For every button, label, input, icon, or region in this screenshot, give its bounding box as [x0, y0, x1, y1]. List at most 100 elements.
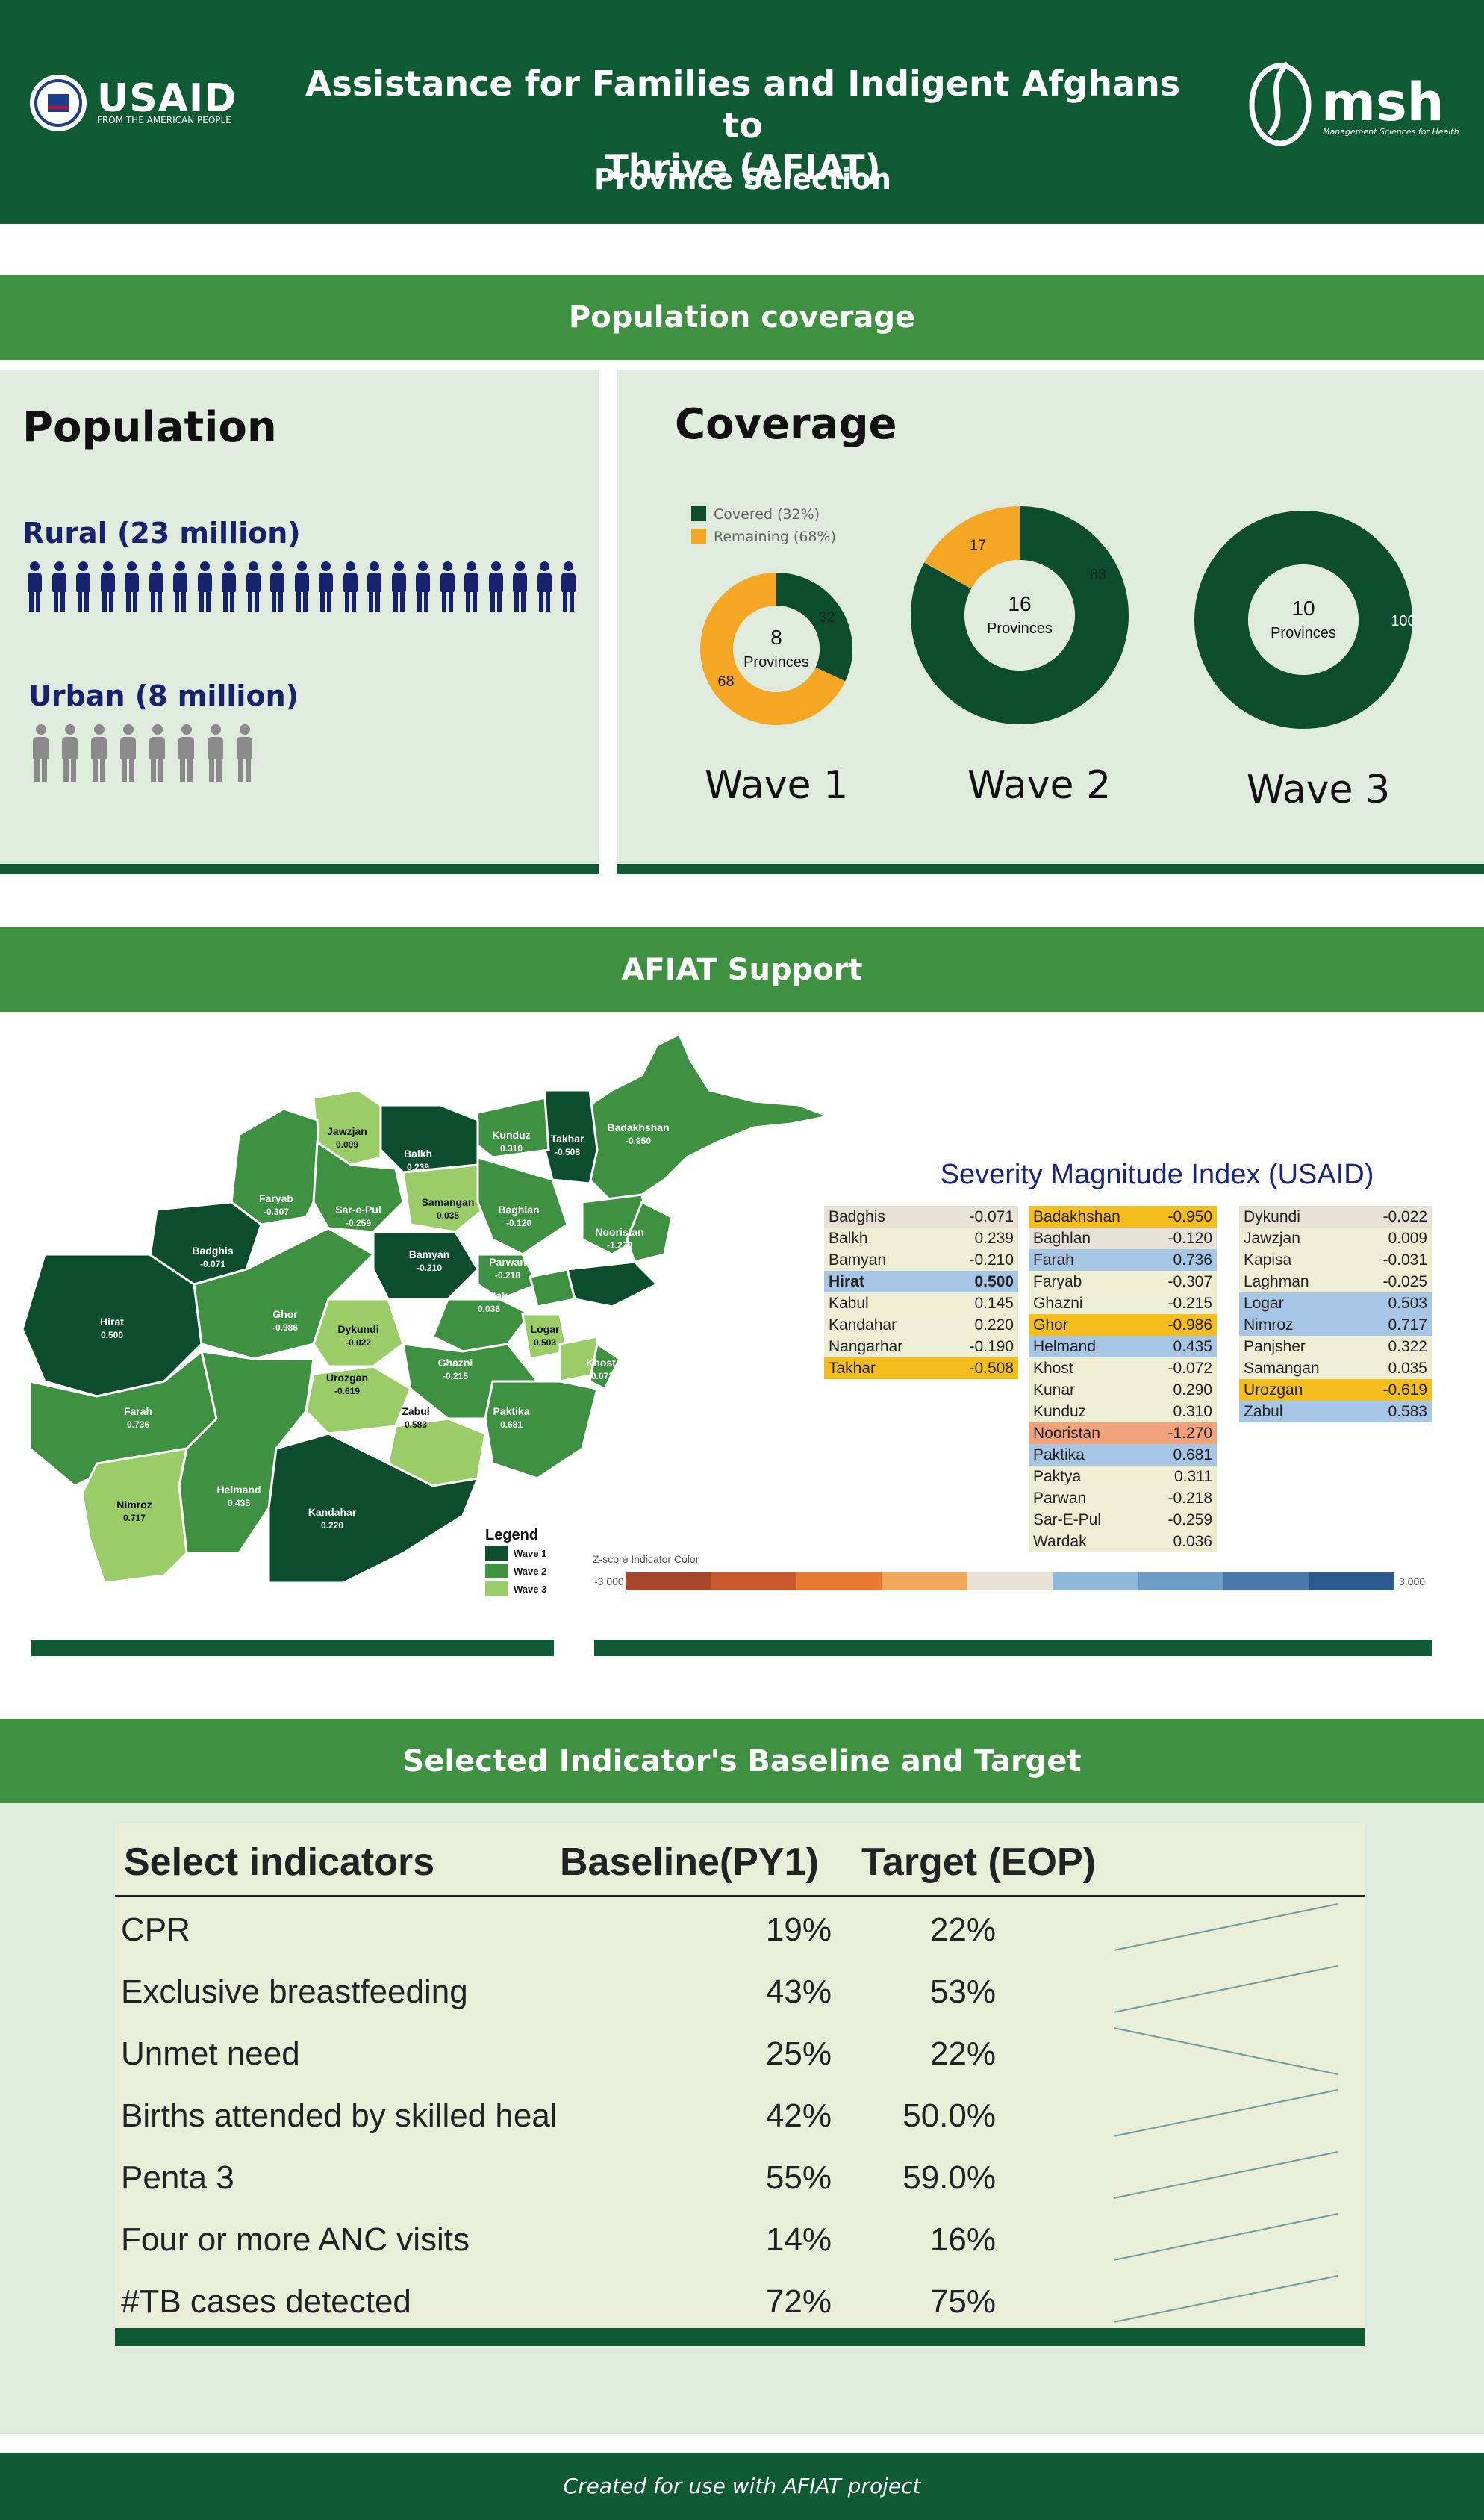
person-icon — [122, 561, 140, 612]
severity-value: -0.218 — [1167, 1490, 1212, 1507]
severity-value: -0.210 — [969, 1251, 1014, 1269]
severity-province: Paktya — [1033, 1468, 1082, 1485]
map-province-value: -0.259 — [346, 1218, 371, 1228]
severity-value: -0.215 — [1167, 1295, 1212, 1312]
map-province-value: -0.986 — [272, 1322, 298, 1333]
severity-province: Kandahar — [829, 1316, 897, 1334]
map-province-name: Wardak — [470, 1289, 508, 1301]
person-icon — [559, 561, 577, 612]
map-province-name: Kunduz — [492, 1129, 530, 1141]
indicator-row: CPR 19% 22% — [115, 1898, 1365, 1960]
province-badakhshan — [581, 1032, 833, 1204]
severity-value: 0.503 — [1388, 1295, 1427, 1312]
map-province-name: Samangan — [422, 1196, 475, 1208]
severity-province: Nooristan — [1033, 1425, 1100, 1442]
coverage-legend: Covered (32%) Remaining (68%) — [691, 503, 836, 548]
severity-province: Urozgan — [1244, 1381, 1303, 1399]
map-province-name: Urozgan — [326, 1372, 368, 1384]
map-province-name: Ghor — [272, 1308, 298, 1320]
person-icon — [74, 561, 92, 612]
usaid-wordmark: USAID — [97, 76, 237, 121]
severity-row: Badakhshan -0.950 — [1029, 1206, 1217, 1228]
province-kabul — [529, 1268, 576, 1308]
population-panel — [0, 370, 599, 874]
severity-row: Jawzjan 0.009 — [1239, 1228, 1432, 1249]
map-province-value: 0.736 — [127, 1419, 149, 1430]
severity-row: Baghlan -0.120 — [1029, 1228, 1217, 1249]
severity-value: 0.036 — [1173, 1533, 1212, 1550]
donut2-hole — [964, 560, 1075, 671]
indicator-baseline: 72% — [765, 2283, 832, 2320]
map-province-value: 0.310 — [500, 1143, 523, 1154]
indicator-trend-line — [1114, 2275, 1338, 2323]
indicator-sparkline — [1114, 1965, 1338, 2013]
severity-province: Kapisa — [1244, 1251, 1292, 1269]
page-subtitle: Province Selection — [594, 163, 891, 196]
page-title-line1: Assistance for Families and Indigent Afg… — [305, 63, 1181, 146]
indicator-trend-line — [1114, 2027, 1338, 2075]
map-province-name: Paktika — [493, 1405, 529, 1417]
person-icon — [293, 561, 311, 612]
map-legend-wave2: Wave 2 — [514, 1566, 546, 1577]
map-province-name: Faryab — [259, 1192, 293, 1204]
map-province-value: -0.071 — [200, 1259, 225, 1269]
usaid-logo: USAID FROM THE AMERICAN PEOPLE — [28, 69, 252, 136]
severity-row: Hirat 0.500 — [824, 1271, 1018, 1292]
severity-value: -0.986 — [1167, 1316, 1212, 1334]
severity-province: Paktika — [1033, 1446, 1085, 1463]
severity-province: Badghis — [829, 1208, 885, 1225]
coverage-title: Coverage — [675, 400, 897, 449]
urban-label: Urban (8 million) — [28, 679, 299, 712]
severity-row: Nooristan -1.270 — [1029, 1422, 1217, 1444]
map-province-name: Takhar — [551, 1133, 584, 1145]
severity-province: Kunar — [1033, 1381, 1076, 1399]
person-icon — [59, 724, 80, 783]
severity-row: Urozgan -0.619 — [1239, 1379, 1432, 1401]
indicator-trend-line — [1114, 2213, 1338, 2261]
severity-column-1: Badghis -0.071 Balkh 0.239 Bamyan -0.210 Hirat… — [824, 1206, 1018, 1379]
map-province-name: Khost — [586, 1357, 616, 1369]
severity-row: Wardak 0.036 — [1029, 1531, 1217, 1552]
severity-row: Logar 0.503 — [1239, 1292, 1432, 1314]
afghanistan-province-map: Jawzjan 0.009 Balkh 0.239 Kunduz 0.310 Takhar -… — [21, 1032, 833, 1596]
person-icon — [234, 724, 255, 783]
indicators-header-rule — [115, 1895, 1365, 1897]
severity-row: Kunduz 0.310 — [1029, 1401, 1217, 1422]
severity-value: 0.736 — [1173, 1251, 1212, 1269]
severity-value: -0.307 — [1167, 1273, 1212, 1290]
donut1-center-value: 8 — [770, 626, 782, 649]
severity-province: Bamyan — [829, 1251, 887, 1269]
indicator-row: Four or more ANC visits 14% 16% — [115, 2208, 1365, 2270]
map-province-name: Balkh — [404, 1148, 432, 1160]
map-province-value: 0.503 — [534, 1337, 556, 1348]
person-icon — [438, 561, 456, 612]
coverage-donut-charts: 32 68 8 Provinces 83 17 16 Provinces 100 10 Provin… — [700, 506, 1416, 729]
person-icon — [244, 561, 262, 612]
indicators-rows: CPR 19% 22% Exclusive breastfeeding 43% 53% Un… — [115, 1898, 1365, 2333]
severity-province: Panjsher — [1244, 1338, 1306, 1355]
usaid-seal-icon — [30, 75, 87, 131]
severity-value: -0.072 — [1167, 1360, 1212, 1377]
province-khost — [588, 1342, 621, 1391]
severity-row: Panjsher 0.322 — [1239, 1336, 1432, 1357]
severity-province: Hirat — [829, 1273, 864, 1290]
donut3-center-value: 10 — [1291, 597, 1315, 620]
severity-value: 0.290 — [1173, 1381, 1212, 1399]
severity-value: 0.220 — [974, 1316, 1014, 1334]
indicator-name: Four or more ANC visits — [121, 2221, 470, 2258]
map-province-value: -0.307 — [264, 1207, 289, 1217]
zscore-swatch — [1138, 1572, 1224, 1590]
map-province-name: Kandahar — [308, 1506, 357, 1518]
indicator-row: Penta 3 55% 59.0% — [115, 2146, 1365, 2208]
donut1-hole — [733, 606, 820, 692]
severity-value: 0.322 — [1388, 1338, 1427, 1355]
severity-province: Nangarhar — [829, 1338, 903, 1355]
page-title-line2: Thrive (AFIAT) — [605, 147, 881, 187]
severity-province: Parwan — [1033, 1490, 1087, 1507]
panel-underline — [0, 864, 599, 874]
severity-value: -0.619 — [1382, 1381, 1427, 1399]
map-province-value: 0.035 — [437, 1210, 459, 1221]
indicator-sparkline — [1114, 2275, 1338, 2323]
zscore-swatch — [882, 1572, 967, 1590]
zscore-swatch — [1223, 1572, 1309, 1590]
